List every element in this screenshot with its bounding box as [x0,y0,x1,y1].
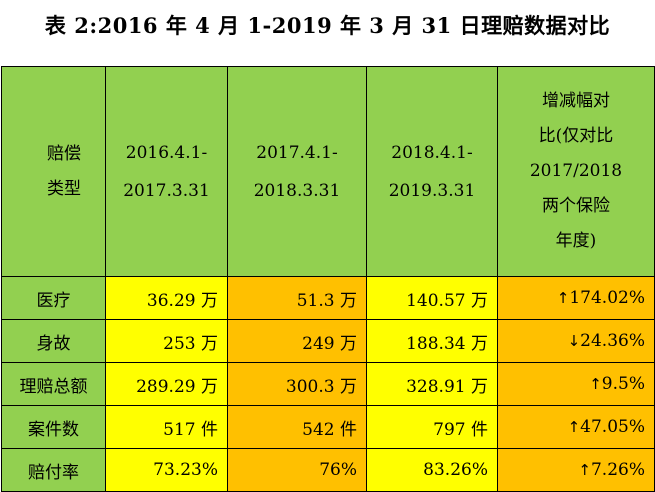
value-2018: 188.34 万 [366,319,498,363]
value-2017: 51.3 万 [227,276,367,320]
change-cell: ↑174.02% [497,276,655,320]
header-change-line: 比(仅对比 [538,126,614,146]
value-2016: 289.29 万 [105,362,228,406]
value-2018: 83.26% [366,448,498,492]
row-label: 案件数 [1,405,106,449]
value-2016: 36.29 万 [105,276,228,320]
header-period-line2: 2017.3.31 [123,180,210,201]
change-value: 47.05% [580,417,645,437]
header-period-2016: 2016.4.1- 2017.3.31 [105,66,228,277]
value-2017: 300.3 万 [227,362,367,406]
change-cell: ↑9.5% [497,362,655,406]
change-value: 24.36% [580,331,645,351]
header-change-line: 年度) [555,231,597,251]
header-period-line2: 2019.3.31 [388,180,476,201]
header-change-line: 增减幅对 [542,91,610,111]
header-change-line: 2017/2018 [529,161,623,181]
value-2018: 140.57 万 [366,276,498,320]
header-claim-type-line2: 类型 [47,178,81,199]
header-claim-type: 赔偿 类型 [1,66,106,277]
value-2016: 73.23% [105,448,228,492]
value-2017: 542 件 [227,405,367,449]
table-title: 表 2:2016 年 4 月 1-2019 年 3 月 31 日理赔数据对比 [44,13,611,38]
arrow-up-icon: ↑ [567,418,581,436]
value-2016: 253 万 [105,319,228,363]
value-2016: 517 件 [105,405,228,449]
header-period-2017: 2017.4.1- 2018.3.31 [227,66,367,277]
header-period-2018: 2018.4.1- 2019.3.31 [366,66,498,277]
row-label: 医疗 [1,276,106,320]
table-row-payout-ratio: 赔付率 73.23% 76% 83.26% ↑7.26% [1,448,655,492]
table-row-case-count: 案件数 517 件 542 件 797 件 ↑47.05% [1,405,655,449]
arrow-up-icon: ↑ [556,289,570,307]
row-label: 理赔总额 [1,362,106,406]
change-cell: ↓24.36% [497,319,655,363]
table-row-death: 身故 253 万 249 万 188.34 万 ↓24.36% [1,319,655,363]
claims-comparison-table: 赔偿 类型 2016.4.1- 2017.3.31 2017.4.1- 2018… [1,66,655,492]
header-claim-type-line1: 赔偿 [47,143,81,164]
header-change-comparison: 增减幅对 比(仅对比 2017/2018 两个保险 年度) [497,66,655,277]
row-label: 身故 [1,319,106,363]
change-value: 9.5% [601,374,645,394]
value-2017: 249 万 [227,319,367,363]
header-period-line1: 2016.4.1- [125,142,208,163]
header-period-line1: 2018.4.1- [391,142,473,163]
header-row: 赔偿 类型 2016.4.1- 2017.3.31 2017.4.1- 2018… [1,66,655,277]
value-2018: 797 件 [366,405,498,449]
change-value: 174.02% [569,288,645,308]
change-cell: ↑47.05% [497,405,655,449]
header-period-line2: 2018.3.31 [253,180,341,201]
row-label: 赔付率 [1,448,106,492]
header-period-line1: 2017.4.1- [256,142,338,163]
change-cell: ↑7.26% [497,448,655,492]
value-2018: 328.91 万 [366,362,498,406]
change-value: 7.26% [590,460,645,480]
table-row-medical: 医疗 36.29 万 51.3 万 140.57 万 ↑174.02% [1,276,655,320]
header-change-line: 两个保险 [542,196,610,216]
arrow-up-icon: ↑ [578,461,591,479]
arrow-up-icon: ↑ [589,375,602,393]
value-2017: 76% [227,448,367,492]
table-row-total-claims: 理赔总额 289.29 万 300.3 万 328.91 万 ↑9.5% [1,362,655,406]
arrow-down-icon: ↓ [567,332,581,350]
